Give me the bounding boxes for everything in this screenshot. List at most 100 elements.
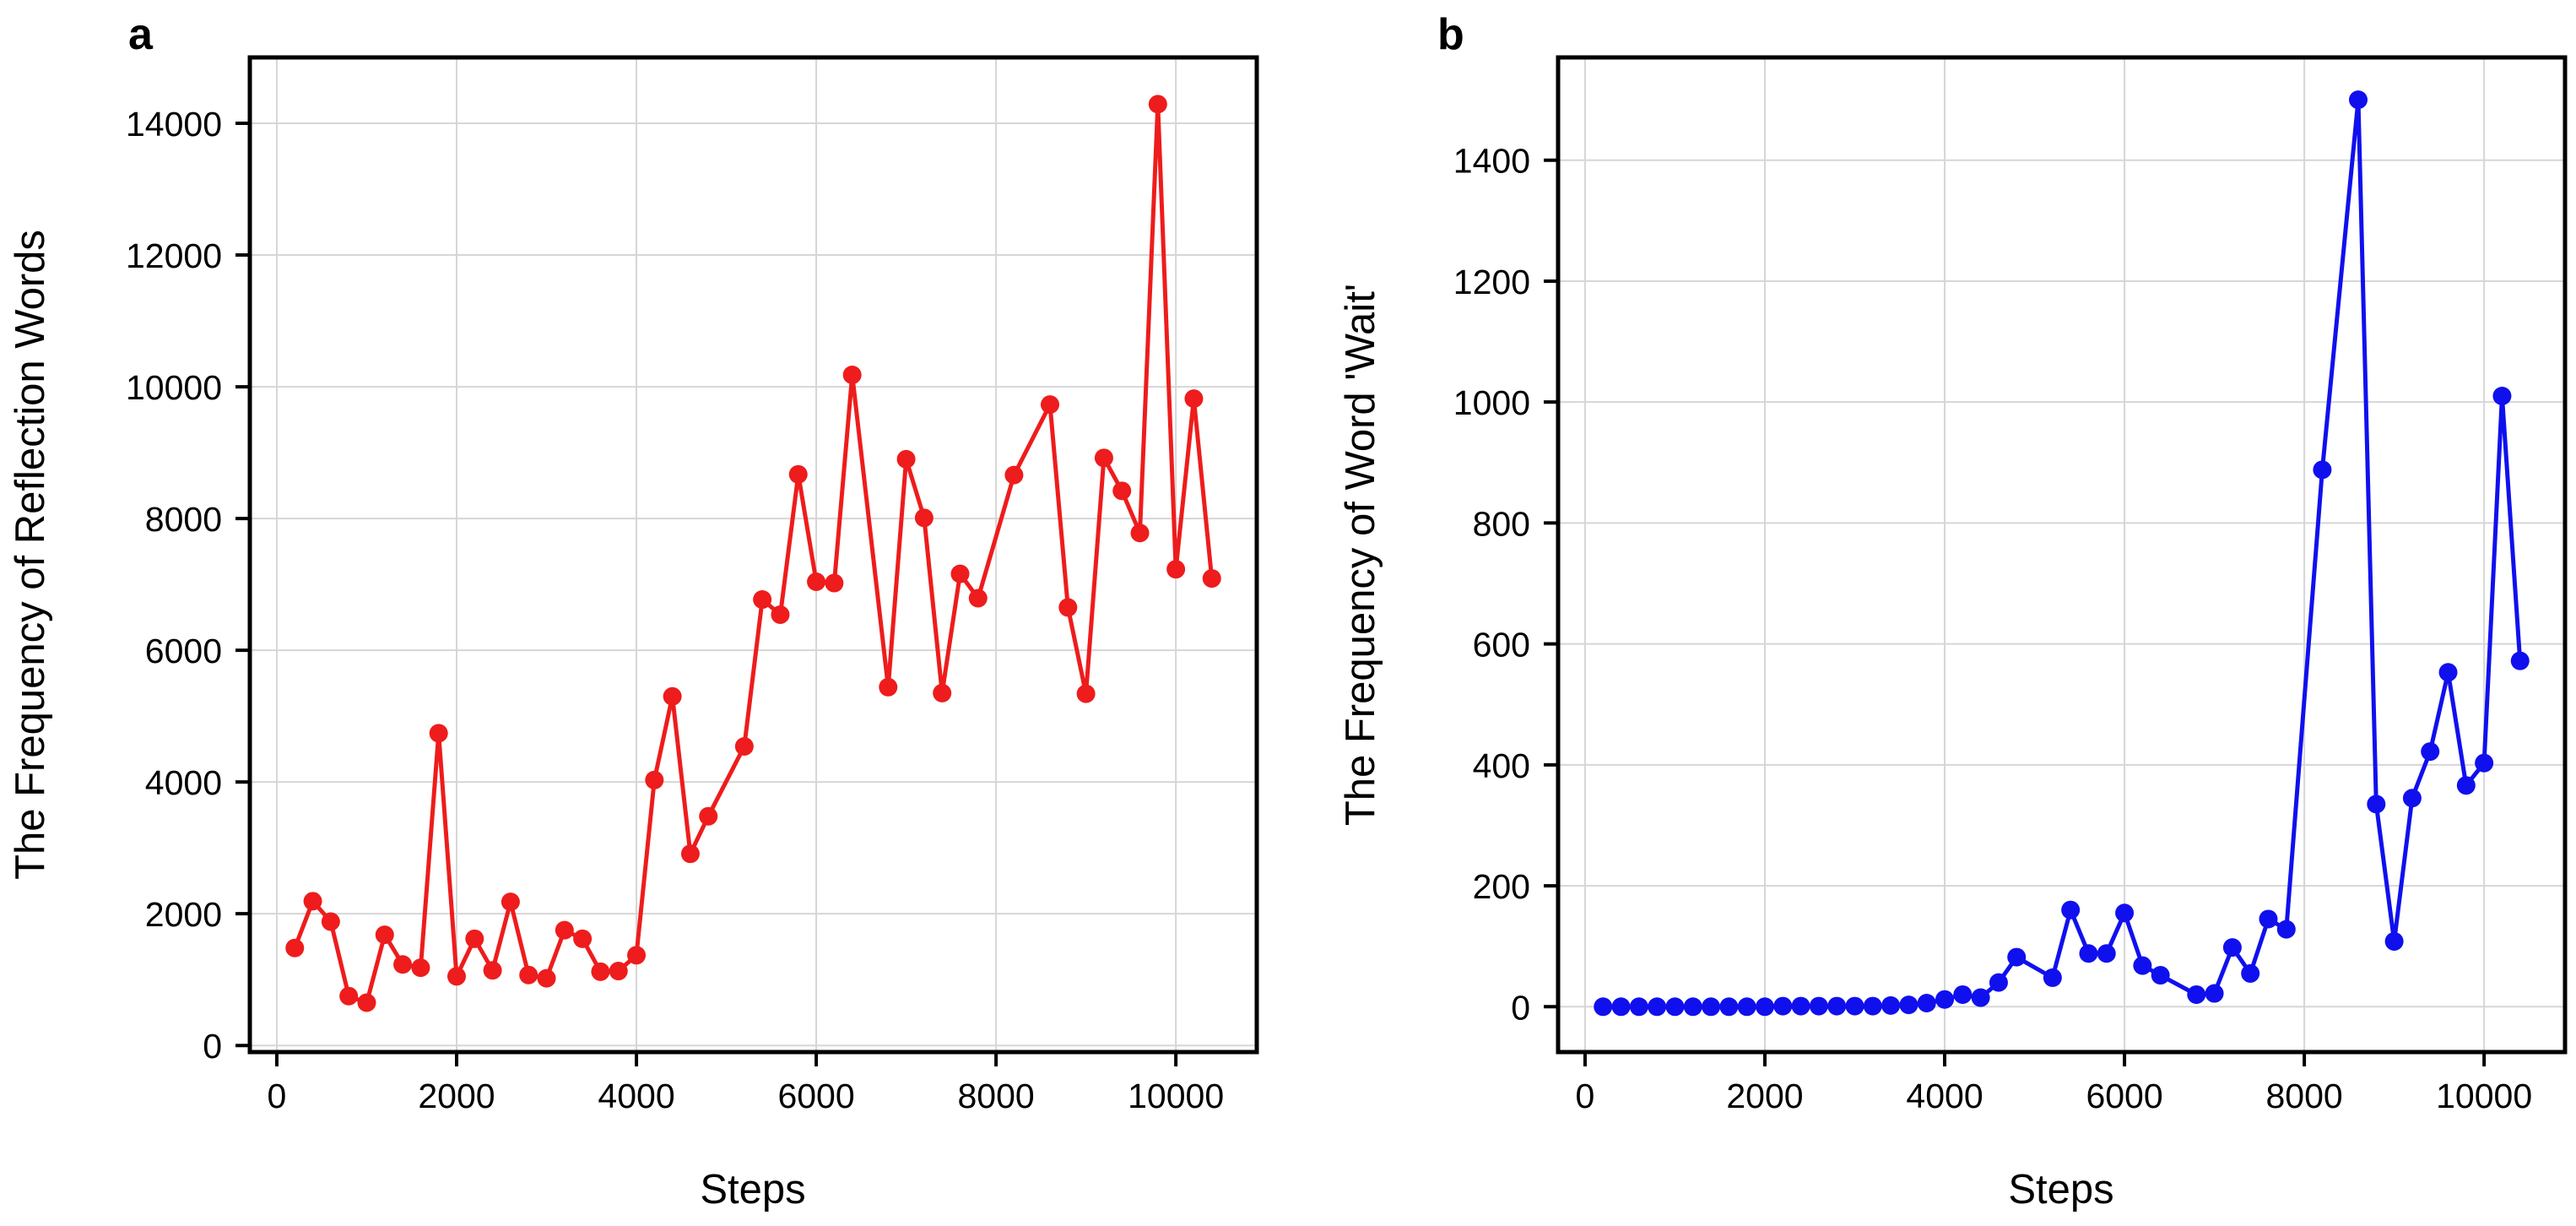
data-point-a xyxy=(357,993,376,1012)
data-point-b xyxy=(2402,789,2422,808)
y-tick-label-a: 10000 xyxy=(126,368,222,407)
y-tick-label-a: 2000 xyxy=(145,895,222,934)
data-point-a xyxy=(1184,389,1204,409)
plot-frame-a xyxy=(247,55,1259,1055)
data-point-b xyxy=(2079,944,2098,963)
y-tick-label-a: 12000 xyxy=(126,236,222,275)
data-point-a xyxy=(285,938,305,957)
data-point-a xyxy=(734,737,754,757)
y-tick-label-a: 6000 xyxy=(145,632,222,670)
x-tick-label-b: 0 xyxy=(1576,1077,1595,1115)
data-point-b xyxy=(1899,995,1918,1015)
y-tick-label-b: 800 xyxy=(1473,504,1530,543)
x-tick-label-a: 4000 xyxy=(598,1077,674,1115)
data-point-b xyxy=(2276,920,2296,939)
data-point-b xyxy=(2349,90,2368,110)
y-tick-label-a: 8000 xyxy=(145,500,222,539)
data-point-b xyxy=(1881,995,1901,1015)
panel-label-a: a xyxy=(128,10,154,59)
x-tick-label-a: 2000 xyxy=(418,1077,495,1115)
data-point-b xyxy=(2115,903,2135,923)
data-point-a xyxy=(914,508,934,528)
data-point-a xyxy=(968,589,988,608)
data-point-b xyxy=(2133,956,2152,975)
data-point-b xyxy=(2313,460,2332,480)
panel-label-b: b xyxy=(1437,10,1464,59)
data-point-a xyxy=(465,929,484,948)
series-line-a xyxy=(292,101,1215,1005)
data-point-b xyxy=(1702,997,1721,1017)
data-point-a xyxy=(303,892,322,911)
data-point-b xyxy=(1791,996,1810,1016)
data-point-b xyxy=(2187,985,2206,1004)
y-axis-label-b: The Frequency of Word 'Wait' xyxy=(1338,284,1383,826)
y-tick-label-a: 4000 xyxy=(145,763,222,802)
data-point-b xyxy=(2043,968,2062,987)
data-point-a xyxy=(411,958,430,978)
data-point-a xyxy=(1202,569,1221,589)
data-point-a xyxy=(771,605,790,624)
data-point-b xyxy=(1827,996,1847,1016)
data-point-b xyxy=(1953,985,1973,1004)
y-tick-label-a: 14000 xyxy=(126,105,222,144)
series-b xyxy=(1594,90,2530,1017)
data-point-a xyxy=(375,925,394,945)
data-point-b xyxy=(2259,909,2278,929)
data-point-a xyxy=(807,572,826,591)
data-point-a xyxy=(1166,560,1186,579)
data-point-a xyxy=(1058,598,1078,617)
x-tick-label-a: 8000 xyxy=(957,1077,1034,1115)
series-a xyxy=(285,95,1221,1012)
data-point-a xyxy=(842,366,862,385)
data-point-b xyxy=(1917,993,1936,1012)
data-point-b xyxy=(2421,742,2440,762)
data-point-b xyxy=(1737,997,1756,1017)
data-point-a xyxy=(429,724,448,743)
data-point-b xyxy=(1971,988,1990,1007)
data-point-a xyxy=(896,449,916,469)
y-axis-label-a: The Frequency of Reflection Words xyxy=(8,230,53,880)
x-tick-label-a: 0 xyxy=(268,1077,287,1115)
data-point-b xyxy=(1594,997,1613,1017)
data-point-b xyxy=(2456,776,2476,795)
data-point-b xyxy=(1845,996,1864,1016)
x-axis-label-b: Steps xyxy=(2008,1167,2113,1212)
data-point-b xyxy=(1629,997,1648,1017)
data-point-a xyxy=(680,844,700,864)
data-point-a xyxy=(699,806,718,826)
data-point-a xyxy=(933,683,952,703)
y-tick-label-b: 200 xyxy=(1473,867,1530,906)
data-point-a xyxy=(1004,465,1024,485)
data-point-b xyxy=(2061,900,2081,920)
data-point-b xyxy=(1863,996,1882,1016)
ticks-b: 0 2000 4000 6000 8000 10000 0 200 400 600 800 1000 1… xyxy=(1453,142,2532,1115)
data-point-b xyxy=(2492,387,2512,406)
y-tick-label-b: 1200 xyxy=(1453,263,1530,301)
data-point-a xyxy=(879,677,898,697)
data-point-b xyxy=(1773,996,1793,1016)
data-point-a xyxy=(950,564,970,583)
x-tick-label-a: 10000 xyxy=(1128,1077,1224,1115)
data-point-a xyxy=(501,892,520,912)
x-tick-label-a: 6000 xyxy=(777,1077,854,1115)
data-point-b xyxy=(1648,997,1667,1017)
data-point-a xyxy=(555,920,574,940)
data-point-b xyxy=(2384,931,2404,951)
data-point-b xyxy=(1665,997,1685,1017)
data-point-b xyxy=(1809,996,1828,1016)
data-point-a xyxy=(753,590,772,610)
data-point-b xyxy=(1683,997,1702,1017)
data-point-a xyxy=(825,573,844,593)
data-point-b xyxy=(2151,966,2170,985)
data-point-a xyxy=(1130,523,1150,543)
data-point-b xyxy=(1611,997,1631,1017)
data-point-a xyxy=(519,965,538,985)
ticks-a: 0 2000 4000 6000 8000 10000 0 2000 4000 6000 8000 1… xyxy=(126,105,1224,1115)
grid-b xyxy=(1558,57,2565,1052)
data-point-a xyxy=(609,962,628,981)
data-point-b xyxy=(2007,947,2027,967)
x-tick-label-b: 10000 xyxy=(2436,1077,2532,1115)
data-point-a xyxy=(339,986,359,1006)
x-tick-label-b: 8000 xyxy=(2265,1077,2342,1115)
data-point-a xyxy=(537,968,556,988)
